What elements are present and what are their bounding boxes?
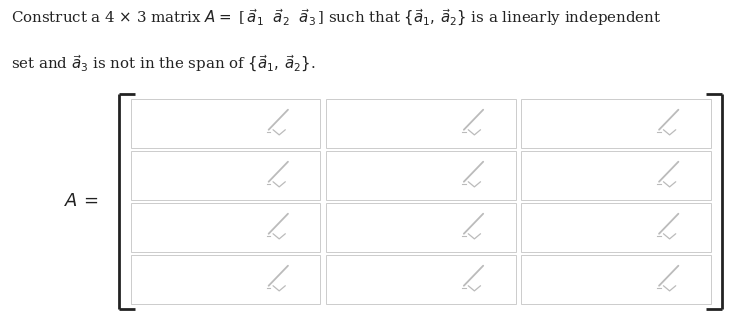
Bar [326,151,515,200]
Text: set and $\vec{a}_3$ is not in the span of $\{\vec{a}_1,\, \vec{a}_2\}$.: set and $\vec{a}_3$ is not in the span o… [11,54,315,74]
Bar [131,99,321,148]
Bar [326,203,515,252]
Bar [521,151,711,200]
Text: $A\,=$: $A\,=$ [64,192,99,211]
Bar [131,151,321,200]
Bar [326,255,515,304]
Bar [131,255,321,304]
Text: Construct a 4 $\times$ 3 matrix $A =$ [$\,\vec{a}_1$  $\vec{a}_2$  $\vec{a}_3\,$: Construct a 4 $\times$ 3 matrix $A =$ [$… [11,8,661,29]
Bar [521,255,711,304]
Bar [521,99,711,148]
Bar [131,203,321,252]
Bar [326,99,515,148]
Bar [521,203,711,252]
